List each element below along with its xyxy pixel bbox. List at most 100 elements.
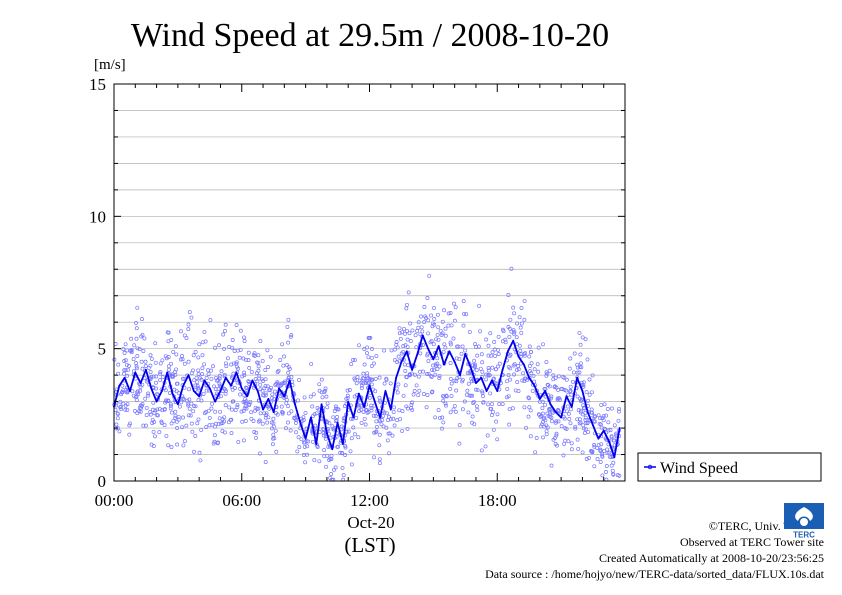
wind-speed-line-segment	[320, 403, 328, 435]
scatter-point	[467, 329, 472, 334]
scatter-point	[327, 421, 332, 426]
scatter-point	[149, 374, 154, 379]
scatter-point	[398, 336, 403, 341]
scatter-point	[519, 321, 524, 326]
wind-speed-line-segment	[214, 390, 222, 403]
scatter-point	[135, 411, 140, 416]
scatter-point	[475, 353, 480, 358]
scatter-point	[425, 371, 429, 376]
scatter-point	[247, 403, 251, 408]
scatter-point	[280, 410, 285, 415]
wind-speed-line-segment	[166, 371, 174, 395]
scatter-point	[395, 345, 400, 350]
scatter-point	[286, 340, 291, 345]
scatter-point	[362, 347, 367, 351]
wind-speed-line-segment	[379, 390, 387, 419]
scatter-point	[215, 378, 219, 383]
scatter-point	[189, 371, 194, 376]
scatter-point	[559, 387, 564, 391]
scatter-point	[325, 405, 330, 410]
scatter-point	[550, 419, 554, 424]
scatter-point	[123, 358, 128, 363]
scatter-point	[425, 393, 430, 398]
scatter-point	[240, 419, 245, 424]
scatter-point	[411, 392, 416, 397]
wind-speed-line-segment	[230, 371, 238, 387]
scatter-point	[521, 371, 526, 376]
x-tick-label-0000: 00:00	[95, 491, 134, 510]
wind-speed-line-segment	[118, 376, 126, 387]
wind-speed-line-segment	[485, 379, 493, 392]
scatter-point	[580, 450, 585, 455]
scatter-point	[369, 347, 374, 351]
scatter-point	[575, 370, 580, 375]
scatter-point	[497, 402, 502, 407]
scatter-point	[138, 384, 143, 389]
scatter-point	[171, 418, 176, 423]
scatter-point	[374, 354, 379, 359]
scatter-point	[538, 414, 543, 419]
data-source-text: Data source : /home/hojyo/new/TERC-data/…	[485, 567, 824, 581]
scatter-point	[471, 401, 476, 405]
scatter-point	[257, 376, 262, 381]
scatter-point	[510, 406, 515, 411]
scatter-point	[146, 393, 151, 398]
scatter-point	[373, 430, 378, 435]
scatter-point	[175, 426, 180, 430]
scatter-point	[281, 363, 286, 368]
scatter-point	[193, 434, 198, 438]
scatter-point	[486, 402, 490, 407]
scatter-point	[191, 353, 196, 358]
scatter-point	[292, 415, 297, 420]
scatter-point	[596, 413, 601, 418]
scatter-point	[580, 335, 585, 340]
scatter-point	[179, 329, 183, 334]
scatter-point	[413, 333, 418, 338]
scatter-point	[443, 326, 448, 331]
scatter-point	[160, 375, 165, 380]
scatter-point	[359, 407, 364, 412]
scatter-point	[509, 266, 514, 271]
scatter-point	[122, 368, 127, 373]
scatter-point	[323, 436, 328, 441]
scatter-point	[410, 400, 415, 405]
scatter-point	[301, 418, 306, 422]
scatter-point	[519, 330, 524, 335]
scatter-point	[361, 371, 366, 376]
wind-speed-line-segment	[246, 379, 254, 398]
scatter-point	[242, 370, 247, 375]
scatter-point	[568, 388, 573, 393]
scatter-point	[331, 415, 336, 420]
scatter-point	[457, 357, 462, 362]
scatter-point	[425, 351, 430, 356]
scatter-point	[516, 389, 521, 394]
scatter-point	[289, 375, 294, 380]
scatter-point	[345, 388, 350, 393]
scatter-point	[598, 448, 603, 453]
scatter-point	[400, 330, 405, 335]
scatter-point	[449, 381, 454, 386]
scatter-point	[134, 366, 139, 371]
scatter-point	[403, 369, 408, 373]
scatter-point	[279, 404, 284, 409]
scatter-point	[538, 424, 543, 429]
scatter-point	[265, 384, 270, 389]
scatter-point	[488, 406, 493, 411]
scatter-point	[479, 352, 484, 357]
scatter-point	[565, 404, 570, 409]
scatter-point	[605, 407, 610, 411]
scatter-point	[367, 380, 372, 385]
scatter-point	[243, 397, 248, 402]
scatter-point	[365, 345, 370, 350]
scatter-point	[301, 440, 306, 445]
scatter-point	[522, 351, 527, 356]
scatter-point	[524, 425, 529, 430]
scatter-point	[282, 380, 287, 385]
scatter-point	[552, 436, 557, 441]
scatter-point	[329, 472, 334, 476]
scatter-point	[244, 385, 248, 390]
scatter-point	[506, 394, 511, 399]
scatter-point	[369, 408, 374, 413]
wind-speed-line-segment	[491, 379, 499, 392]
scatter-point	[567, 417, 572, 421]
